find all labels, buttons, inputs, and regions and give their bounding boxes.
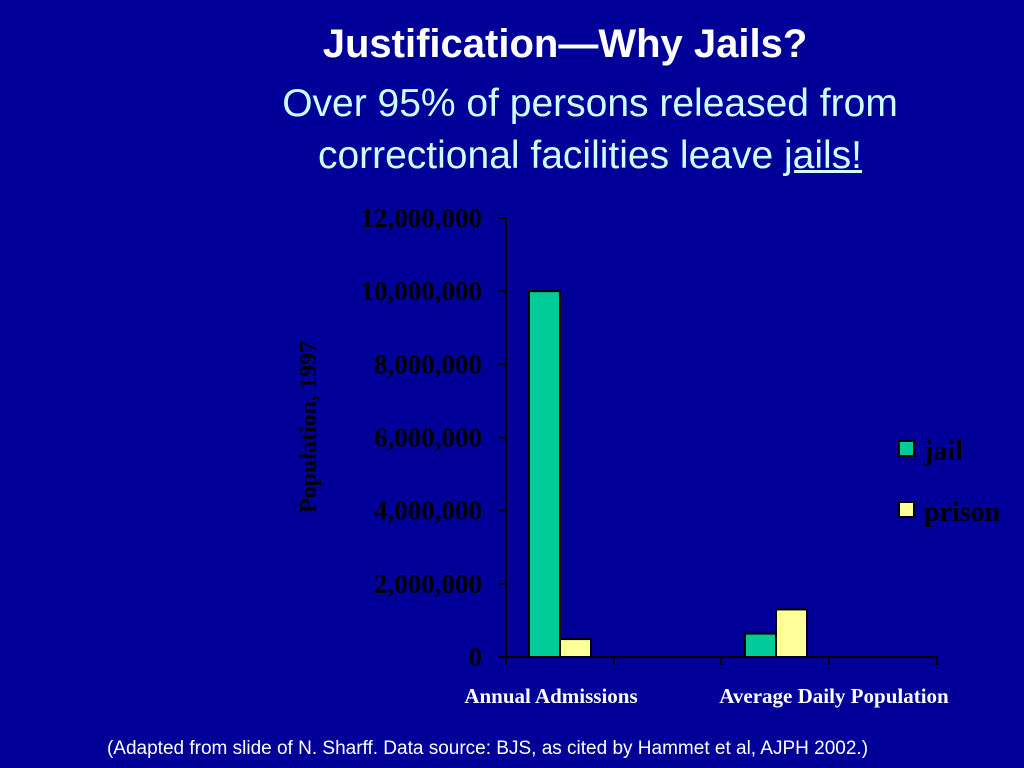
- y-tick-label: 2,000,000: [374, 569, 482, 599]
- bar-chart: 0 2,000,000 4,000,000 6,000,000 8,000,000 10,…: [296, 203, 1001, 708]
- x-axis-category-labels: Annual Admissions Average Daily Populatio…: [464, 684, 949, 708]
- y-tick-label: 8,000,000: [374, 349, 482, 379]
- y-tick-label: 0: [469, 642, 483, 672]
- x-axis-ticks: [505, 657, 938, 665]
- bar-prison-1: [775, 608, 808, 658]
- y-tick-label: 12,000,000: [361, 203, 483, 233]
- slide-subtitle: Over 95% of persons released from correc…: [180, 78, 1000, 182]
- x-category-label: Annual Admissions: [464, 684, 637, 708]
- y-tick-label: 10,000,000: [361, 276, 483, 306]
- bar-jail-0: [528, 290, 561, 658]
- subtitle-line-2: correctional facilities leave jails!: [180, 130, 1000, 182]
- legend: jail prison: [898, 436, 1001, 528]
- subtitle-line-1: Over 95% of persons released from: [282, 82, 898, 125]
- slide-title: Justification—Why Jails?: [322, 22, 808, 66]
- bar-jail-1: [744, 632, 777, 659]
- bar-prison-0: [559, 638, 592, 658]
- y-axis-tick-labels: 0 2,000,000 4,000,000 6,000,000 8,000,000 10,…: [361, 203, 483, 672]
- y-axis-title: Population, 1997: [296, 341, 322, 513]
- y-tick-label: 6,000,000: [374, 423, 482, 453]
- legend-label-prison: prison: [924, 497, 1001, 528]
- y-tick-label: 4,000,000: [374, 496, 482, 526]
- bar-series: [528, 290, 808, 659]
- legend-swatch-prison: [898, 501, 915, 518]
- subtitle-line-2-text: correctional facilities leave: [317, 134, 784, 177]
- source-footnote: (Adapted from slide of N. Sharff. Data s…: [106, 738, 869, 759]
- subtitle-jails-link[interactable]: jails!: [784, 134, 863, 177]
- y-axis-ticks: [498, 217, 506, 658]
- legend-label-jail: jail: [923, 436, 963, 467]
- x-category-label: Average Daily Population: [719, 684, 949, 708]
- legend-swatch-jail: [898, 440, 915, 457]
